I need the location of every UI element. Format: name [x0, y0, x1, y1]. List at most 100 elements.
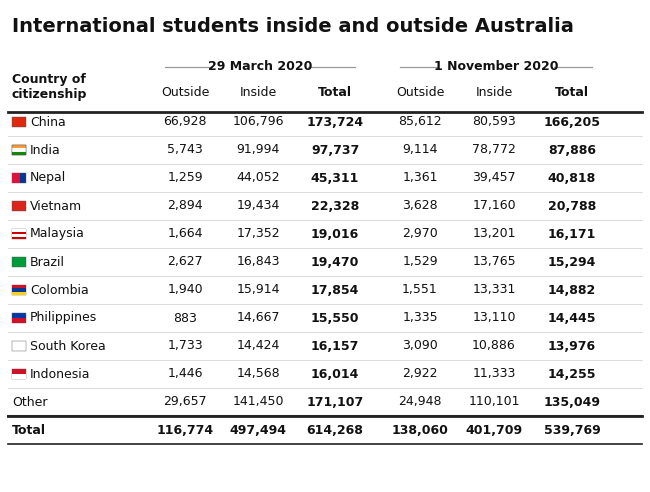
FancyBboxPatch shape [12, 201, 26, 211]
FancyBboxPatch shape [12, 173, 26, 183]
Bar [12, 318, 26, 323]
FancyBboxPatch shape [12, 313, 26, 323]
Text: 3,628: 3,628 [402, 199, 438, 213]
Bar [12, 229, 26, 232]
Bar [12, 148, 26, 152]
Text: Outside: Outside [161, 86, 209, 99]
Bar [12, 292, 26, 295]
Text: 14,882: 14,882 [548, 283, 596, 297]
Text: 1,446: 1,446 [167, 368, 203, 380]
Text: 401,709: 401,709 [465, 424, 523, 436]
Text: Other: Other [12, 396, 47, 408]
Text: 13,331: 13,331 [473, 283, 515, 297]
Text: Malaysia: Malaysia [30, 227, 85, 241]
Text: 14,255: 14,255 [548, 368, 596, 380]
Text: Outside: Outside [396, 86, 444, 99]
Text: 173,724: 173,724 [306, 116, 363, 128]
Text: 40,818: 40,818 [548, 172, 596, 184]
Text: 19,470: 19,470 [311, 255, 359, 269]
Text: 1,940: 1,940 [167, 283, 203, 297]
Bar [12, 145, 26, 148]
Text: Philippines: Philippines [30, 311, 98, 325]
Text: Total: Total [555, 86, 589, 99]
Text: South Korea: South Korea [30, 339, 106, 352]
Text: 10,886: 10,886 [472, 339, 516, 352]
Text: 19,016: 19,016 [311, 227, 359, 241]
Text: Inside: Inside [239, 86, 277, 99]
Text: 13,201: 13,201 [473, 227, 515, 241]
Text: Vietnam: Vietnam [30, 199, 82, 213]
Text: 1,664: 1,664 [167, 227, 203, 241]
Text: 20,788: 20,788 [548, 199, 596, 213]
Bar [12, 173, 20, 183]
Text: 2,922: 2,922 [402, 368, 437, 380]
Bar [12, 369, 26, 374]
FancyBboxPatch shape [12, 285, 26, 295]
Text: 19,434: 19,434 [237, 199, 280, 213]
Text: 17,160: 17,160 [472, 199, 516, 213]
Text: 15,914: 15,914 [236, 283, 280, 297]
Text: 1 November 2020: 1 November 2020 [434, 61, 558, 73]
Bar [12, 237, 26, 239]
Text: 16,171: 16,171 [548, 227, 596, 241]
Text: 1,529: 1,529 [402, 255, 438, 269]
Text: 171,107: 171,107 [306, 396, 363, 408]
Text: 135,049: 135,049 [543, 396, 601, 408]
Text: 29 March 2020: 29 March 2020 [208, 61, 312, 73]
Text: 14,568: 14,568 [236, 368, 280, 380]
Bar [12, 232, 26, 234]
Text: 78,772: 78,772 [472, 144, 516, 156]
FancyBboxPatch shape [12, 145, 26, 155]
Text: 13,976: 13,976 [548, 339, 596, 352]
Text: 14,667: 14,667 [236, 311, 280, 325]
Text: 44,052: 44,052 [236, 172, 280, 184]
Text: 497,494: 497,494 [229, 424, 287, 436]
Text: 24,948: 24,948 [398, 396, 442, 408]
Text: 22,328: 22,328 [311, 199, 359, 213]
Text: 85,612: 85,612 [398, 116, 442, 128]
Text: 15,294: 15,294 [548, 255, 596, 269]
Text: 106,796: 106,796 [232, 116, 284, 128]
Text: Colombia: Colombia [30, 283, 89, 297]
Text: 45,311: 45,311 [311, 172, 359, 184]
Text: Total: Total [318, 86, 352, 99]
Text: Total: Total [12, 424, 46, 436]
Text: 166,205: 166,205 [543, 116, 601, 128]
Text: Country of
citizenship: Country of citizenship [12, 73, 87, 101]
Text: 614,268: 614,268 [307, 424, 363, 436]
Text: 14,445: 14,445 [548, 311, 596, 325]
Bar [12, 318, 26, 323]
Text: 9,114: 9,114 [402, 144, 437, 156]
Text: Inside: Inside [475, 86, 513, 99]
Text: 16,843: 16,843 [236, 255, 280, 269]
FancyBboxPatch shape [12, 229, 26, 239]
Text: 91,994: 91,994 [237, 144, 280, 156]
Text: 883: 883 [173, 311, 197, 325]
Text: 1,259: 1,259 [167, 172, 203, 184]
Text: 11,333: 11,333 [473, 368, 515, 380]
Text: 16,157: 16,157 [311, 339, 359, 352]
Text: 141,450: 141,450 [232, 396, 284, 408]
Text: 1,361: 1,361 [402, 172, 437, 184]
Text: 15,550: 15,550 [311, 311, 359, 325]
FancyBboxPatch shape [12, 257, 26, 267]
Text: 17,352: 17,352 [236, 227, 280, 241]
Text: 97,737: 97,737 [311, 144, 359, 156]
Text: International students inside and outside Australia: International students inside and outsid… [12, 17, 574, 36]
Text: 3,090: 3,090 [402, 339, 438, 352]
Text: 110,101: 110,101 [468, 396, 520, 408]
Text: 5,743: 5,743 [167, 144, 203, 156]
Text: 39,457: 39,457 [472, 172, 516, 184]
Text: Brazil: Brazil [30, 255, 65, 269]
Text: 1,335: 1,335 [402, 311, 438, 325]
Bar [12, 152, 26, 155]
Text: 29,657: 29,657 [163, 396, 207, 408]
Bar [12, 234, 26, 237]
Text: 539,769: 539,769 [543, 424, 601, 436]
Text: 2,627: 2,627 [167, 255, 203, 269]
FancyBboxPatch shape [12, 341, 26, 351]
Text: India: India [30, 144, 60, 156]
Text: 138,060: 138,060 [391, 424, 448, 436]
Text: 1,733: 1,733 [167, 339, 203, 352]
Text: 17,854: 17,854 [311, 283, 359, 297]
